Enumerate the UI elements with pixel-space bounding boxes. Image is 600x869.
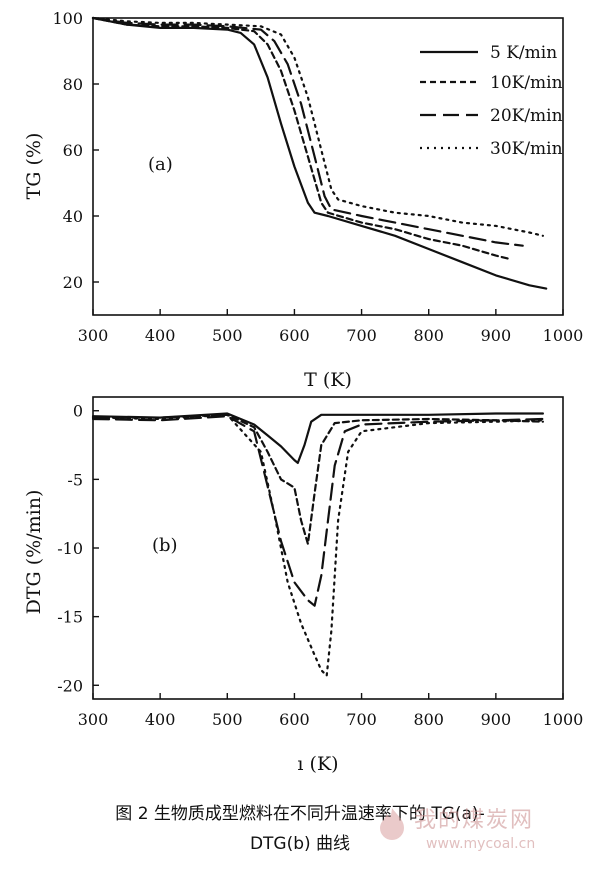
b-xtick-label: 700 (346, 710, 377, 729)
b-ytick-label: -15 (57, 608, 83, 627)
b-series-3-line (91, 415, 545, 607)
b-series-2-line (91, 413, 545, 546)
panel-a: 300 400 500 600 700 800 900 1000 20 40 60 80 100 (a)… (23, 9, 583, 391)
b-ytick-label: 0 (73, 402, 83, 421)
panel-b-curves (91, 412, 545, 677)
a-ytick-label: 100 (52, 9, 83, 28)
a-xtick-label: 400 (145, 326, 176, 345)
panel-b-label: (b) (152, 535, 178, 556)
b-ytick-label: -20 (57, 676, 83, 695)
panel-b-xlabel: ı (K) (297, 753, 338, 775)
b-series-1-line (91, 412, 545, 464)
panel-a-frame (92, 17, 564, 316)
b-xtick-label: 800 (413, 710, 444, 729)
panel-b: 300 400 500 600 700 800 900 1000 0 -5 -10 -15 -20 (b… (23, 396, 583, 775)
watermark-logo-icon (380, 808, 404, 840)
b-ytick-label: -10 (57, 539, 83, 558)
a-ytick-label: 20 (63, 273, 83, 292)
a-xtick-label: 600 (279, 326, 310, 345)
a-xtick-label: 900 (481, 326, 512, 345)
a-xtick-label: 800 (413, 326, 444, 345)
legend-label-1: 5 K/min (490, 43, 557, 63)
b-xtick-label: 300 (78, 710, 109, 729)
figure-caption-line2: DTG(b) 曲线 (249, 834, 351, 854)
a-series-3-line (91, 16, 524, 247)
b-xtick-label: 400 (145, 710, 176, 729)
a-series-4-line (91, 16, 545, 237)
tg-dtg-figure: 300 400 500 600 700 800 900 1000 20 40 60 80 100 (a)… (23, 9, 583, 775)
b-xtick-label: 500 (212, 710, 243, 729)
panel-b-ylabel: DTG (%/min) (23, 490, 45, 615)
watermark: 我的煤炭网 www.mycoal.cn (372, 800, 592, 864)
panel-a-curves (91, 16, 548, 290)
panel-a-ticks: 300 400 500 600 700 800 900 1000 20 40 60 80 100 (52, 9, 583, 345)
watermark-url: www.mycoal.cn (426, 836, 536, 852)
b-series-4-line (91, 413, 545, 677)
legend-label-2: 10K/min (490, 73, 563, 93)
b-xtick-label: 900 (481, 710, 512, 729)
a-xtick-label: 1000 (543, 326, 584, 345)
panel-b-ticks: 300 400 500 600 700 800 900 1000 0 -5 -10 -15 -20 (57, 402, 583, 729)
a-ytick-label: 60 (63, 141, 83, 160)
a-series-1-line (91, 16, 548, 290)
panel-a-xlabel: T (K) (304, 369, 352, 391)
a-ytick-label: 40 (63, 207, 83, 226)
a-xtick-label: 300 (78, 326, 109, 345)
panel-a-label: (a) (148, 154, 173, 175)
legend-label-3: 20K/min (490, 106, 563, 126)
panel-a-legend: 5 K/min 10K/min 20K/min 30K/min (420, 43, 563, 159)
a-xtick-label: 500 (212, 326, 243, 345)
b-xtick-label: 1000 (543, 710, 584, 729)
legend-label-4: 30K/min (490, 139, 563, 159)
a-series-2-line (91, 16, 511, 260)
a-xtick-label: 700 (346, 326, 377, 345)
panel-a-ylabel: TG (%) (23, 133, 45, 200)
b-ytick-label: -5 (67, 470, 83, 489)
a-ytick-label: 80 (63, 75, 83, 94)
watermark-name: 我的煤炭网 (414, 808, 535, 833)
b-xtick-label: 600 (279, 710, 310, 729)
